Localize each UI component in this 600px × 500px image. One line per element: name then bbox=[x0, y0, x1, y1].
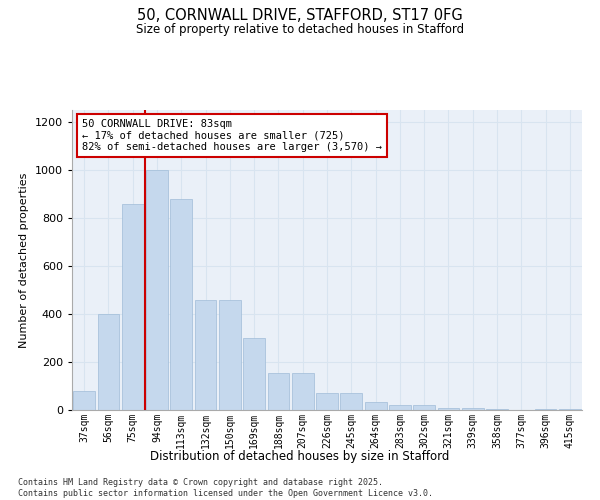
Text: Size of property relative to detached houses in Stafford: Size of property relative to detached ho… bbox=[136, 22, 464, 36]
Bar bbox=[170, 199, 192, 410]
Bar bbox=[243, 338, 265, 410]
Text: 50 CORNWALL DRIVE: 83sqm
← 17% of detached houses are smaller (725)
82% of semi-: 50 CORNWALL DRIVE: 83sqm ← 17% of detach… bbox=[82, 119, 382, 152]
Bar bbox=[97, 314, 119, 410]
Bar bbox=[219, 300, 241, 410]
Bar bbox=[194, 300, 217, 410]
Text: Distribution of detached houses by size in Stafford: Distribution of detached houses by size … bbox=[151, 450, 449, 463]
Bar bbox=[437, 408, 460, 410]
Bar bbox=[462, 408, 484, 410]
Bar bbox=[268, 373, 289, 410]
Bar bbox=[146, 170, 168, 410]
Bar bbox=[535, 409, 556, 410]
Bar bbox=[486, 409, 508, 410]
Bar bbox=[340, 393, 362, 410]
Bar bbox=[122, 204, 143, 410]
Text: Contains HM Land Registry data © Crown copyright and database right 2025.
Contai: Contains HM Land Registry data © Crown c… bbox=[18, 478, 433, 498]
Bar bbox=[389, 405, 411, 410]
Bar bbox=[73, 391, 95, 410]
Bar bbox=[292, 373, 314, 410]
Y-axis label: Number of detached properties: Number of detached properties bbox=[19, 172, 29, 348]
Bar bbox=[365, 402, 386, 410]
Text: 50, CORNWALL DRIVE, STAFFORD, ST17 0FG: 50, CORNWALL DRIVE, STAFFORD, ST17 0FG bbox=[137, 8, 463, 22]
Bar bbox=[413, 405, 435, 410]
Bar bbox=[559, 409, 581, 410]
Bar bbox=[316, 393, 338, 410]
